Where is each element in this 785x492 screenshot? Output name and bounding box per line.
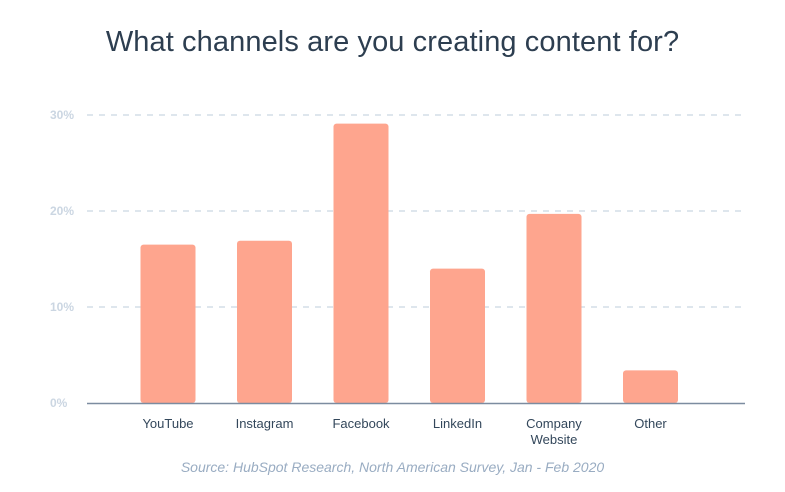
x-tick-label-line: Facebook: [332, 416, 390, 431]
gridlines: [87, 114, 745, 308]
y-tick-label: 20%: [50, 204, 74, 218]
x-tick-label-line: Instagram: [236, 416, 294, 431]
x-tick-label-line: Other: [634, 416, 667, 431]
x-tick-label: Company Website: [526, 416, 582, 447]
x-axis-ticks: YouTube Instagram Facebook LinkedIn Company W…: [142, 416, 667, 447]
x-tick-label-line: YouTube: [142, 416, 193, 431]
bar-instagram: [237, 240, 292, 403]
y-tick-label: 30%: [50, 108, 74, 122]
y-axis-ticks: 0% 10% 20% 30%: [50, 108, 74, 410]
y-tick-label: 0%: [50, 396, 68, 410]
bar-other: [623, 370, 678, 403]
bar-linkedin: [430, 268, 485, 403]
bars: [140, 123, 678, 403]
x-tick-label: Other: [634, 416, 667, 431]
x-tick-label: Instagram: [236, 416, 294, 431]
x-tick-label-line: LinkedIn: [433, 416, 482, 431]
bar-company-website: [526, 213, 582, 403]
x-tick-label-line: Website: [531, 432, 578, 447]
y-tick-label: 10%: [50, 300, 74, 314]
bar-youtube: [140, 244, 196, 403]
source-note: Source: HubSpot Research, North American…: [180, 459, 605, 475]
x-tick-label: YouTube: [142, 416, 193, 431]
x-tick-label-line: Company: [526, 416, 582, 431]
x-tick-label: LinkedIn: [433, 416, 482, 431]
chart-title: What channels are you creating content f…: [105, 26, 680, 58]
x-tick-label: Facebook: [332, 416, 390, 431]
bar-facebook: [333, 123, 389, 403]
